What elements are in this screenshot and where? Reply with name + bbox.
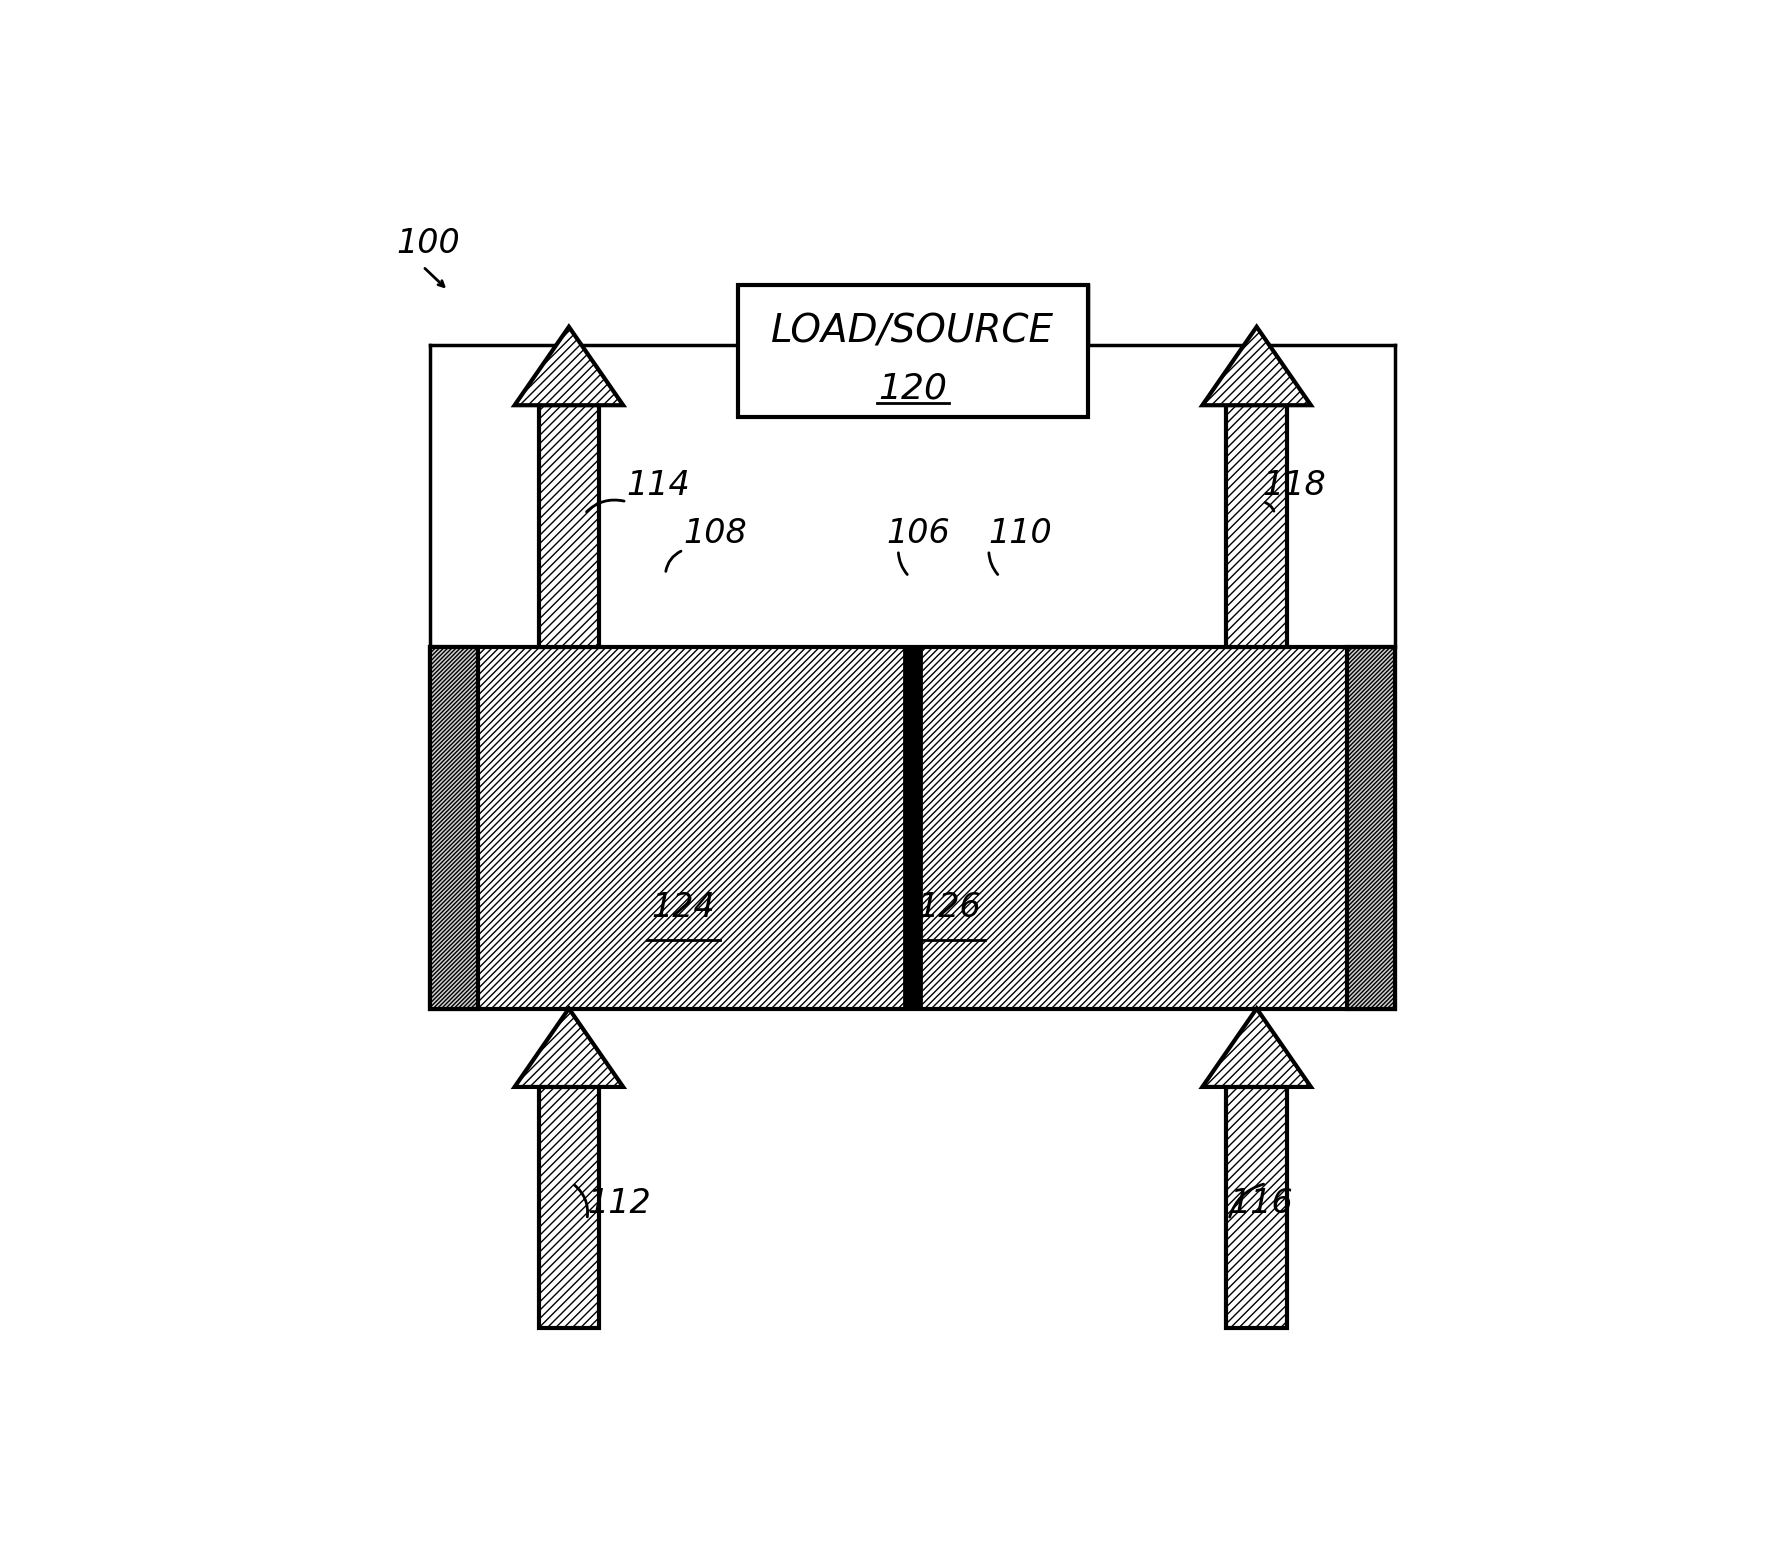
Text: LOAD/SOURCE: LOAD/SOURCE bbox=[771, 312, 1054, 349]
Text: 112: 112 bbox=[587, 1186, 650, 1219]
Polygon shape bbox=[514, 328, 623, 406]
Polygon shape bbox=[1202, 1009, 1310, 1087]
Polygon shape bbox=[514, 1009, 623, 1087]
Text: 114: 114 bbox=[627, 469, 691, 501]
Bar bbox=[737, 285, 1088, 417]
Text: 110: 110 bbox=[988, 517, 1052, 550]
Polygon shape bbox=[538, 1087, 598, 1329]
Polygon shape bbox=[431, 647, 479, 1009]
Polygon shape bbox=[1346, 647, 1394, 1009]
Polygon shape bbox=[1226, 1087, 1287, 1329]
Text: 116: 116 bbox=[1228, 1186, 1292, 1219]
Text: 126: 126 bbox=[917, 892, 981, 925]
Text: 124: 124 bbox=[651, 892, 716, 925]
Polygon shape bbox=[538, 406, 598, 647]
Text: 106: 106 bbox=[886, 517, 949, 550]
Polygon shape bbox=[1226, 406, 1287, 647]
Polygon shape bbox=[904, 647, 920, 1009]
Text: 118: 118 bbox=[1262, 469, 1326, 501]
Text: 100: 100 bbox=[397, 227, 459, 260]
Text: 120: 120 bbox=[878, 371, 947, 406]
Polygon shape bbox=[1202, 328, 1310, 406]
Polygon shape bbox=[431, 647, 1394, 1009]
Text: 108: 108 bbox=[684, 517, 748, 550]
